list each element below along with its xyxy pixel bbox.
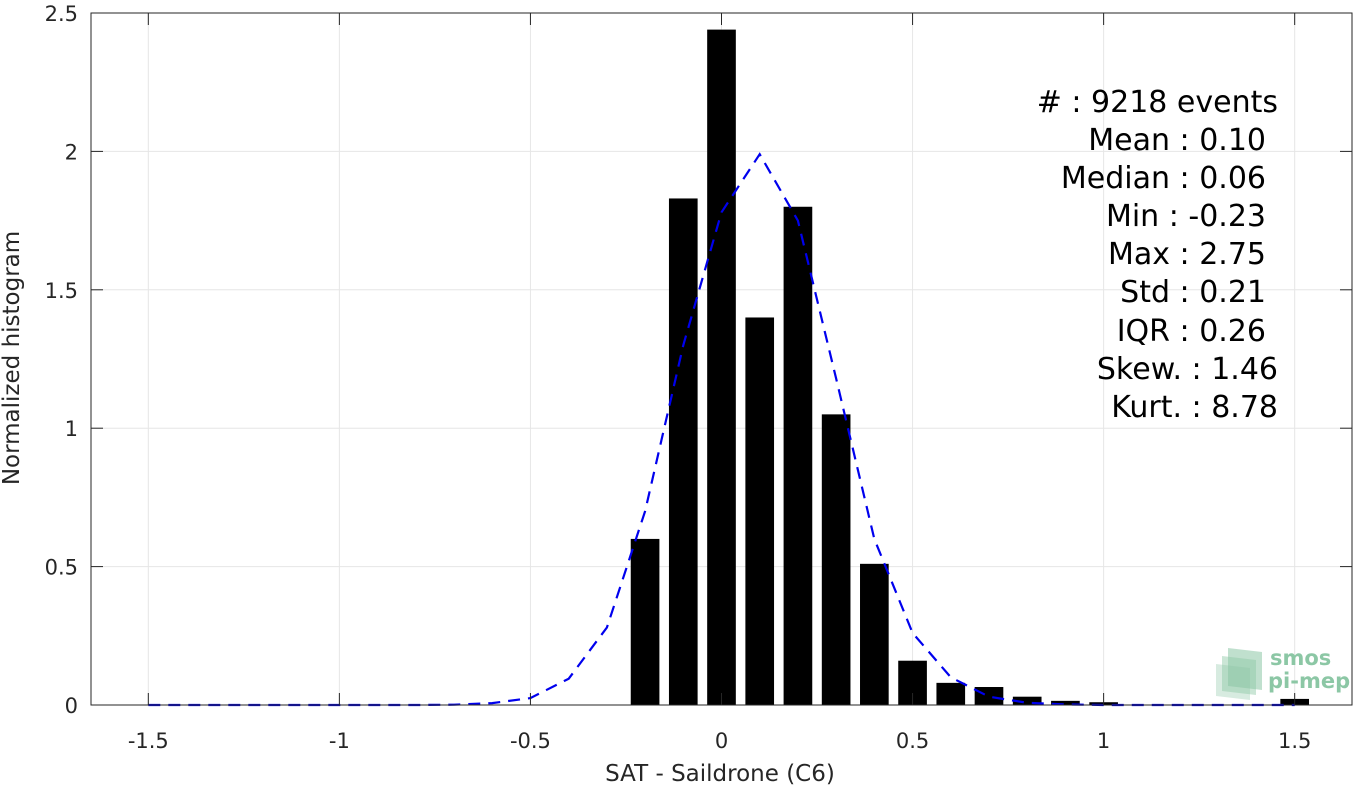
histogram-bar xyxy=(783,206,813,705)
histogram-bar xyxy=(630,538,660,705)
smos-pimep-logo: smos pi-mep xyxy=(1216,646,1350,700)
stats-std: Std : 0.21 xyxy=(1120,275,1266,310)
histogram-bar xyxy=(1051,700,1080,705)
stats-mean: Mean : 0.10 xyxy=(1088,123,1266,158)
y-tick-label: 0.5 xyxy=(45,556,78,580)
x-tick-label: 0 xyxy=(715,729,728,753)
histogram-bar xyxy=(1012,696,1042,705)
stats-count: # : 9218 events xyxy=(1037,85,1278,120)
histogram-bar xyxy=(745,317,775,705)
stats-skew: Skew. : 1.46 xyxy=(1097,352,1278,387)
y-tick-label: 2 xyxy=(65,140,78,164)
histogram-bar xyxy=(974,687,1004,705)
bar-layer xyxy=(630,29,1310,706)
x-tick-label: 1 xyxy=(1097,729,1110,753)
stats-min: Min : -0.23 xyxy=(1106,199,1266,234)
stats-iqr: IQR : 0.26 xyxy=(1117,314,1266,349)
histogram-bar xyxy=(936,682,966,705)
y-tick-label: 0 xyxy=(65,694,78,718)
x-tick-label: -1 xyxy=(329,729,350,753)
logo-text-pimep: pi-mep xyxy=(1268,669,1350,693)
y-tick-label: 1.5 xyxy=(45,279,78,303)
x-axis-title: SAT - Saildrone (C6) xyxy=(605,761,835,785)
y-tick-label: 1 xyxy=(65,417,78,441)
logo-waves-icon xyxy=(1216,648,1262,700)
x-tick-label: 1.5 xyxy=(1278,729,1311,753)
tick-layer: -1.5 -1 -0.5 0 0.5 1 1.5 0 0.5 1 1.5 2 2.5 xyxy=(45,2,1352,753)
histogram-bar xyxy=(860,563,889,705)
y-axis-title: Normalized histogram xyxy=(0,231,25,485)
y-tick-label: 2.5 xyxy=(45,2,78,26)
stats-median: Median : 0.06 xyxy=(1061,161,1266,196)
logo-text-smos: smos xyxy=(1270,646,1331,670)
histogram-bar xyxy=(707,29,736,706)
histogram-bar xyxy=(668,198,698,705)
stats-kurt: Kurt. : 8.78 xyxy=(1111,390,1278,425)
x-tick-label: 0.5 xyxy=(896,729,929,753)
stats-max: Max : 2.75 xyxy=(1108,237,1266,272)
x-tick-label: -0.5 xyxy=(510,729,551,753)
histogram-bar xyxy=(821,414,851,705)
stats-box: # : 9218 events Mean : 0.10 Median : 0.0… xyxy=(1037,85,1278,425)
x-tick-label: -1.5 xyxy=(128,729,169,753)
